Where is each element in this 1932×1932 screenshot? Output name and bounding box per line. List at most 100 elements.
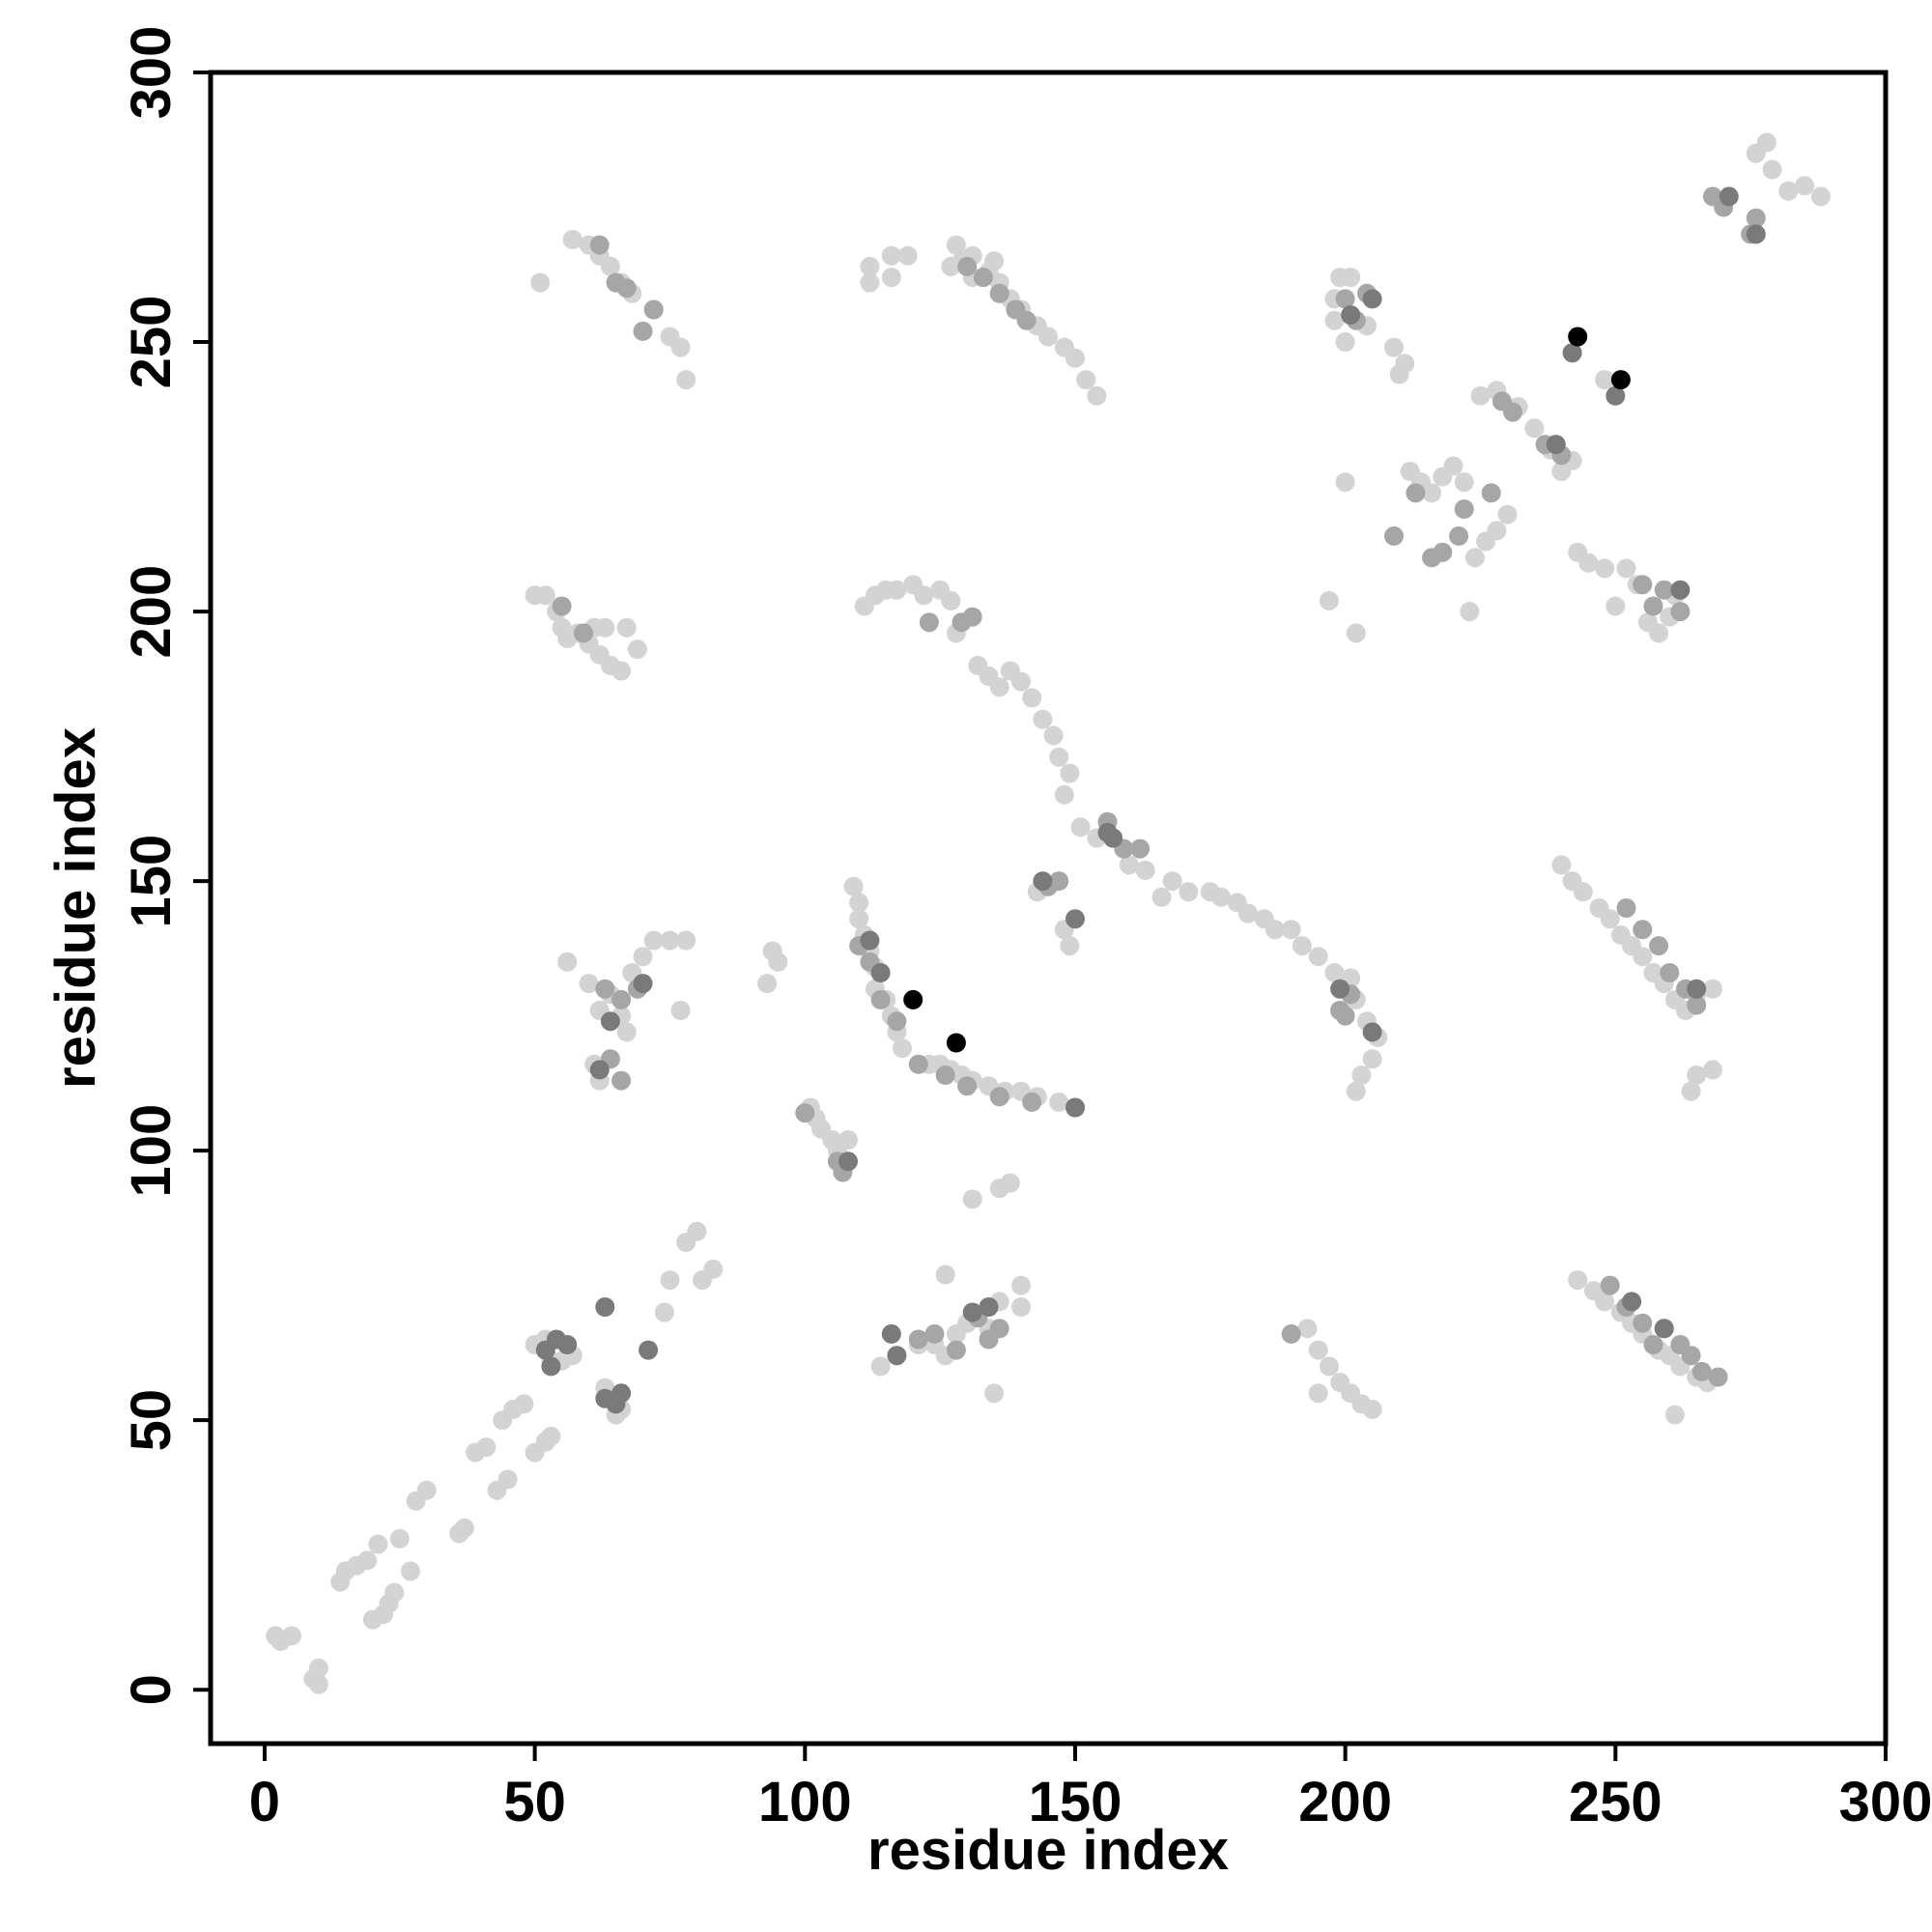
data-point-black-2 xyxy=(1568,327,1588,347)
data-point-mid-82 xyxy=(1746,208,1766,228)
data-point-light-254 xyxy=(1703,979,1722,999)
data-point-mid-0 xyxy=(552,596,572,616)
data-point-dark-32 xyxy=(1622,1292,1642,1312)
data-point-dark-34 xyxy=(1097,822,1118,842)
data-point-light-205 xyxy=(1384,337,1404,357)
y-tick-label-4: 200 xyxy=(120,565,183,659)
data-point-light-180 xyxy=(1162,871,1182,892)
x-axis: 0 50 100 150 200 250 300 xyxy=(249,1744,1932,1833)
data-point-light-134 xyxy=(1054,784,1074,805)
data-point-dark-10 xyxy=(595,1297,615,1317)
data-point-light-153 xyxy=(1087,385,1107,406)
data-point-mid-5 xyxy=(633,321,653,341)
data-point-light-208 xyxy=(1346,623,1366,643)
data-point-light-140 xyxy=(881,268,901,288)
data-point-light-281 xyxy=(1681,1081,1701,1101)
data-point-light-221 xyxy=(1497,504,1518,525)
data-point-light-277 xyxy=(1762,159,1782,180)
data-point-light-158 xyxy=(1000,1173,1020,1193)
data-point-light-9 xyxy=(357,1550,378,1571)
data-point-light-141 xyxy=(946,235,966,255)
data-point-light-132 xyxy=(1049,747,1069,767)
data-point-light-245 xyxy=(1600,909,1620,929)
data-point-light-79 xyxy=(633,947,653,967)
data-point-light-276 xyxy=(1756,132,1776,153)
data-point-light-4 xyxy=(308,1658,328,1678)
data-point-black-0 xyxy=(903,989,923,1009)
data-point-light-220 xyxy=(1487,521,1507,541)
data-point-light-43 xyxy=(703,1259,724,1279)
data-point-mid-61 xyxy=(1649,936,1669,956)
data-point-light-129 xyxy=(1022,688,1042,708)
y-tick-label-2: 100 xyxy=(120,1104,183,1198)
data-point-light-269 xyxy=(1319,1356,1339,1377)
data-point-light-139 xyxy=(860,272,880,293)
data-point-light-135 xyxy=(1070,817,1091,838)
data-point-mid-49 xyxy=(1454,499,1474,519)
data-point-light-84 xyxy=(757,974,778,994)
data-point-dark-2 xyxy=(557,1335,578,1354)
data-point-light-189 xyxy=(1292,936,1312,956)
data-point-mid-44 xyxy=(1384,526,1404,546)
data-point-light-41 xyxy=(687,1221,707,1241)
data-point-mid-33 xyxy=(924,1323,945,1344)
data-point-light-133 xyxy=(1060,763,1080,783)
data-point-light-46 xyxy=(535,585,555,606)
data-point-dark-13 xyxy=(860,930,880,951)
y-tick-label-0: 0 xyxy=(120,1674,183,1705)
x-tick-label-2: 100 xyxy=(758,1771,852,1833)
data-point-light-191 xyxy=(1324,963,1345,982)
x-tick-label-3: 150 xyxy=(1029,1771,1122,1833)
data-point-light-218 xyxy=(1464,548,1485,568)
data-point-mid-45 xyxy=(1406,483,1426,503)
y-axis-label: residue index xyxy=(44,727,107,1089)
data-point-mid-19 xyxy=(908,1054,928,1074)
y-tick-label-5: 250 xyxy=(120,296,183,389)
data-point-light-202 xyxy=(1324,310,1345,330)
data-point-dark-28 xyxy=(1562,343,1582,363)
data-point-mid-76 xyxy=(1130,838,1151,859)
data-point-mid-55 xyxy=(1633,575,1653,595)
data-point-mid-71 xyxy=(1681,1346,1701,1366)
data-point-dark-31 xyxy=(1687,979,1707,999)
data-point-light-71 xyxy=(579,974,599,994)
data-point-light-103 xyxy=(893,1038,912,1059)
data-point-light-187 xyxy=(1264,920,1285,940)
data-point-mid-32 xyxy=(908,1329,928,1350)
data-point-light-59 xyxy=(562,230,582,249)
data-point-light-171 xyxy=(984,1383,1005,1404)
data-point-light-149 xyxy=(1038,327,1058,347)
data-point-dark-6 xyxy=(611,1383,632,1404)
data-point-light-138 xyxy=(897,245,918,266)
data-point-dark-9 xyxy=(633,974,653,994)
data-point-light-257 xyxy=(1595,1292,1615,1312)
data-point-light-215 xyxy=(1443,456,1463,476)
data-point-light-233 xyxy=(1595,558,1615,579)
data-point-mid-34 xyxy=(946,1340,966,1360)
data-point-light-230 xyxy=(1595,370,1615,390)
data-point-light-156 xyxy=(984,251,1005,271)
data-point-dark-35 xyxy=(1719,186,1739,207)
data-point-light-282 xyxy=(1687,1065,1707,1085)
data-point-light-15 xyxy=(389,1528,410,1548)
x-tick-label-0: 0 xyxy=(249,1771,280,1833)
data-point-light-217 xyxy=(1460,602,1480,622)
data-point-mid-6 xyxy=(643,299,664,320)
data-point-light-93 xyxy=(843,876,864,896)
data-point-mid-2 xyxy=(589,235,610,255)
data-point-light-120 xyxy=(914,585,934,606)
data-point-light-169 xyxy=(1011,1275,1031,1295)
data-point-light-151 xyxy=(1065,348,1085,368)
data-point-light-280 xyxy=(1810,186,1831,207)
data-point-light-86 xyxy=(768,952,788,972)
data-point-dark-22 xyxy=(979,1297,999,1317)
data-point-dark-11 xyxy=(639,1340,659,1360)
data-point-light-70 xyxy=(557,952,578,972)
data-point-light-210 xyxy=(1335,472,1355,493)
data-point-light-198 xyxy=(1362,1049,1382,1069)
data-point-mid-14 xyxy=(795,1103,815,1123)
data-point-mid-79 xyxy=(1281,1323,1301,1344)
data-point-mid-8 xyxy=(611,989,632,1009)
x-tick-label-6: 300 xyxy=(1839,1771,1932,1833)
data-point-light-83 xyxy=(670,1001,691,1020)
